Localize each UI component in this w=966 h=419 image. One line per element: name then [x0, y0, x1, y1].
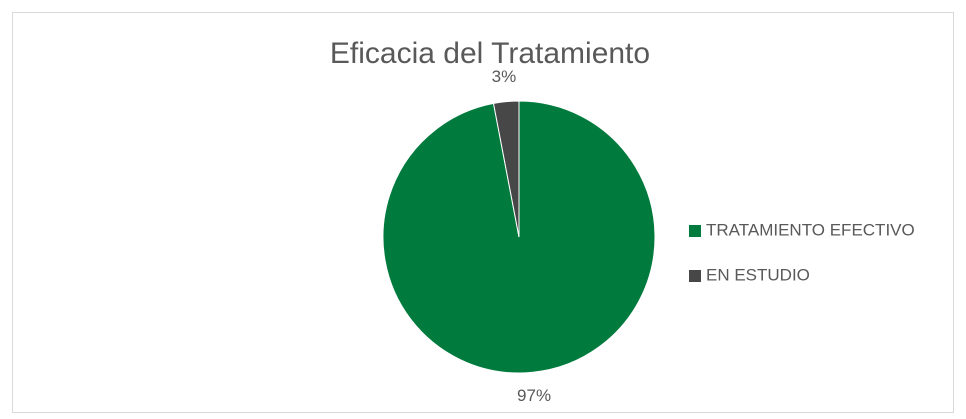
- legend-label: TRATAMIENTO EFECTIVO: [706, 220, 915, 239]
- legend-swatch: [689, 270, 701, 282]
- data-label: 3%: [492, 67, 517, 86]
- legend-swatch: [689, 225, 701, 237]
- chart-title: Eficacia del Tratamiento: [330, 37, 650, 70]
- data-label: 97%: [517, 386, 551, 405]
- legend-label: EN ESTUDIO: [706, 265, 810, 284]
- pie-slice: [492, 100, 520, 238]
